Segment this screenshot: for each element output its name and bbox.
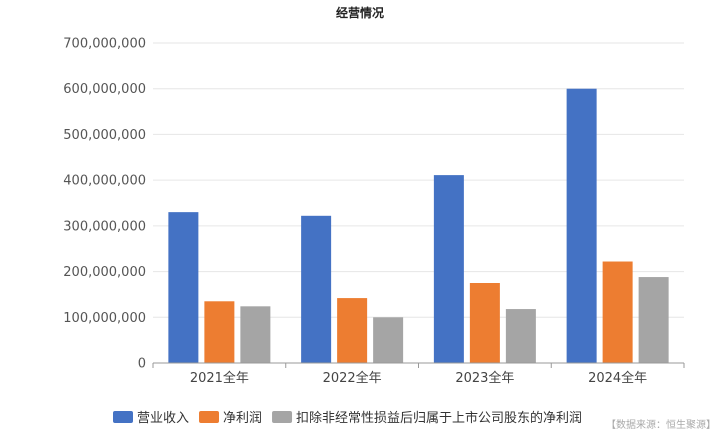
legend: 营业收入 净利润 扣除非经常性损益后归属于上市公司股东的净利润 (113, 410, 582, 426)
legend-swatch (113, 411, 133, 423)
bar[interactable] (470, 283, 500, 363)
bar[interactable] (373, 317, 403, 363)
x-tick-label: 2024全年 (588, 370, 647, 386)
bar[interactable] (506, 309, 536, 363)
bar[interactable] (337, 298, 367, 363)
y-axis: 0 100,000,000 200,000,000 300,000,000 400,00… (63, 37, 146, 372)
y-tick-label: 0 (138, 357, 146, 372)
bar[interactable] (434, 175, 464, 363)
legend-swatch (272, 411, 292, 423)
y-tick-label: 400,000,000 (63, 174, 146, 189)
bar[interactable] (603, 262, 633, 363)
x-tick-label: 2021全年 (190, 370, 249, 386)
y-tick-label: 700,000,000 (63, 37, 146, 52)
bar[interactable] (301, 216, 331, 363)
y-tick-label: 500,000,000 (63, 128, 146, 143)
legend-label: 扣除非经常性损益后归属于上市公司股东的净利润 (296, 410, 582, 426)
bar[interactable] (639, 277, 669, 363)
y-tick-label: 300,000,000 (63, 219, 146, 234)
y-tick-label: 200,000,000 (63, 265, 146, 280)
chart-title: 经营情况 (336, 5, 384, 20)
bar[interactable] (204, 301, 234, 363)
source-note: 【数据来源：恒生聚源】 (606, 418, 716, 431)
legend-label: 净利润 (223, 411, 262, 426)
bar[interactable] (240, 306, 270, 363)
bar[interactable] (168, 212, 198, 363)
x-axis: 2021全年 2022全年 2023全年 2024全年 (153, 363, 684, 386)
x-tick-label: 2023全年 (455, 370, 514, 386)
x-tick-label: 2022全年 (323, 370, 382, 386)
y-tick-label: 100,000,000 (63, 311, 146, 326)
legend-swatch (199, 411, 219, 423)
y-tick-label: 600,000,000 (63, 82, 146, 97)
bar[interactable] (567, 89, 597, 363)
legend-label: 营业收入 (137, 411, 189, 426)
